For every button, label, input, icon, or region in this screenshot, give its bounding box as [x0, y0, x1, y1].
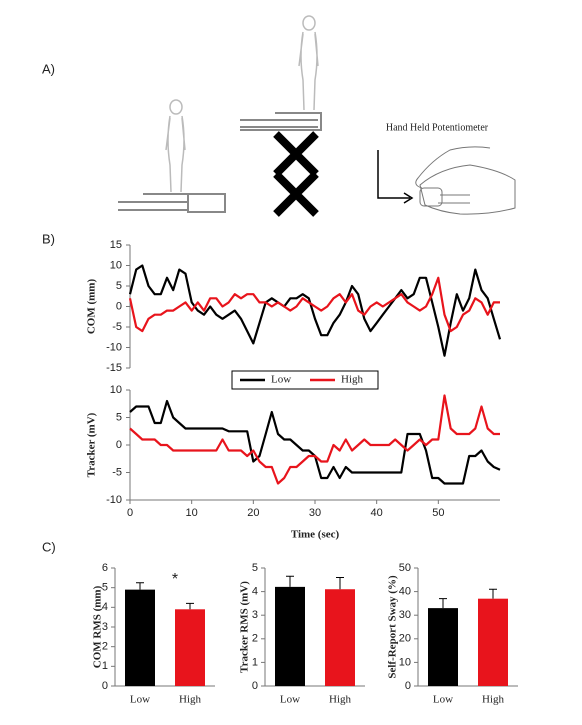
y-axis-title: COM RMS (mm)	[92, 585, 104, 668]
bar	[428, 608, 458, 686]
x-tick-label: Low	[130, 694, 150, 706]
y-tick-label: 5	[116, 280, 122, 292]
error-bar	[136, 582, 144, 590]
y-tick-label: 4	[102, 601, 108, 613]
x-tick-label: 20	[247, 507, 259, 519]
legend-box	[231, 370, 379, 390]
y-tick-label: 5	[116, 411, 122, 423]
y-tick-label: 30	[399, 609, 411, 621]
y-axis-title: COM (mm)	[86, 279, 98, 335]
legend-label: Low	[271, 374, 291, 386]
y-tick-label: 2	[102, 641, 108, 653]
y-tick-label: 20	[399, 633, 411, 645]
y-tick-label: 5	[102, 582, 108, 594]
y-tick-label: 40	[399, 586, 411, 598]
error-bar	[439, 598, 447, 609]
y-tick-label: 1	[102, 660, 108, 672]
y-tick-label: 3	[252, 609, 258, 621]
error-bar	[186, 602, 194, 610]
y-tick-label: 1	[252, 656, 258, 668]
x-tick-label: High	[179, 694, 202, 706]
x-tick-label: 30	[309, 507, 321, 519]
x-tick-label: High	[329, 694, 352, 706]
device-label: Hand Held Potentiometer	[386, 122, 489, 133]
x-tick-label: 0	[127, 507, 133, 519]
x-tick-label: High	[482, 694, 505, 706]
y-tick-label: 10	[110, 259, 122, 271]
y-tick-label: 0	[102, 680, 108, 692]
y-tick-label: 3	[102, 621, 108, 633]
y-axis-title: Tracker (mV)	[86, 412, 98, 477]
x-tick-label: Low	[433, 694, 453, 706]
panel-label: A)	[42, 61, 55, 76]
y-tick-label: -5	[112, 321, 122, 333]
bar	[125, 589, 155, 686]
series-line	[128, 276, 500, 333]
error-bar	[489, 588, 497, 599]
y-tick-label: 15	[110, 239, 122, 251]
y-tick-label: 0	[252, 680, 258, 692]
x-tick-label: Low	[280, 694, 300, 706]
y-tick-label: 2	[252, 633, 258, 645]
y-tick-label: -15	[106, 362, 122, 374]
panel-label: B)	[42, 231, 55, 246]
y-tick-label: 5	[252, 562, 258, 574]
y-tick-label: 10	[399, 656, 411, 668]
y-tick-label: -5	[112, 466, 122, 478]
y-tick-label: -10	[106, 494, 122, 506]
y-tick-label: 6	[102, 562, 108, 574]
series-line	[129, 394, 500, 485]
error-bar	[336, 576, 344, 590]
y-tick-label: 0	[116, 439, 122, 451]
legend-label: High	[341, 374, 364, 386]
y-tick-label: -10	[106, 341, 122, 353]
bar	[325, 589, 355, 686]
bar	[175, 609, 205, 686]
error-bar	[286, 575, 294, 587]
x-tick-label: 10	[186, 507, 198, 519]
y-axis-title: Tracker RMS (mV)	[239, 581, 251, 673]
y-axis-title: Self-Report Sway (%)	[387, 575, 399, 679]
y-tick-label: 10	[110, 384, 122, 396]
annotation: *	[172, 571, 178, 588]
bar	[275, 586, 305, 686]
x-tick-label: 40	[371, 507, 383, 519]
y-tick-label: 0	[116, 300, 122, 312]
x-axis-title: Time (sec)	[291, 529, 340, 541]
bar	[478, 598, 508, 686]
y-tick-label: 0	[405, 680, 411, 692]
y-tick-label: 4	[252, 586, 258, 598]
x-tick-label: 50	[432, 507, 444, 519]
series-line	[128, 264, 502, 357]
panel-label: C)	[42, 539, 56, 554]
illustration	[118, 15, 516, 217]
series-line	[129, 399, 501, 485]
y-tick-label: 50	[399, 562, 411, 574]
